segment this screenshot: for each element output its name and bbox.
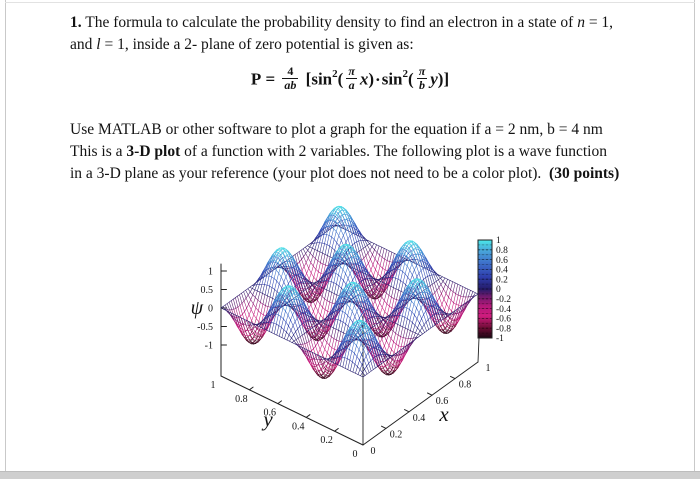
page-edge-right <box>694 0 695 472</box>
formula-open-bracket: [ <box>305 69 312 89</box>
formula-close-bracket: ] <box>443 69 450 89</box>
text-line: in a 3-D plane as your reference (your p… <box>70 165 620 182</box>
text-line: 1. The formula to calculate the probabil… <box>70 14 614 31</box>
formula-dot: · <box>375 69 381 89</box>
text-line: This is a 3-D plot of a function with 2 … <box>70 143 607 160</box>
formula-sin2: sin <box>381 69 403 89</box>
formula-x: x <box>359 69 369 89</box>
fraction-4-ab: 4 ab <box>282 64 299 93</box>
text-line: and l = 1, inside a 2- plane of zero pot… <box>70 36 414 53</box>
probability-density-formula: P = 4 ab [sin2(π a x)·sin2(π b y)] <box>250 64 450 93</box>
formula-equals: = <box>265 69 276 89</box>
text-line: Use MATLAB or other software to plot a g… <box>70 121 603 138</box>
instructions: Use MATLAB or other software to plot a g… <box>70 119 648 185</box>
formula-lhs: P <box>250 69 262 89</box>
page-edge-left <box>5 0 6 472</box>
formula-square2: 2 <box>402 67 409 80</box>
formula-y: y <box>430 69 438 89</box>
page-bottom-strip <box>0 471 700 479</box>
formula-sin1: sin <box>311 69 333 89</box>
page-edge-top <box>5 2 695 3</box>
problem-statement: 1. The formula to calculate the probabil… <box>70 12 648 56</box>
formula-square1: 2 <box>332 67 338 80</box>
